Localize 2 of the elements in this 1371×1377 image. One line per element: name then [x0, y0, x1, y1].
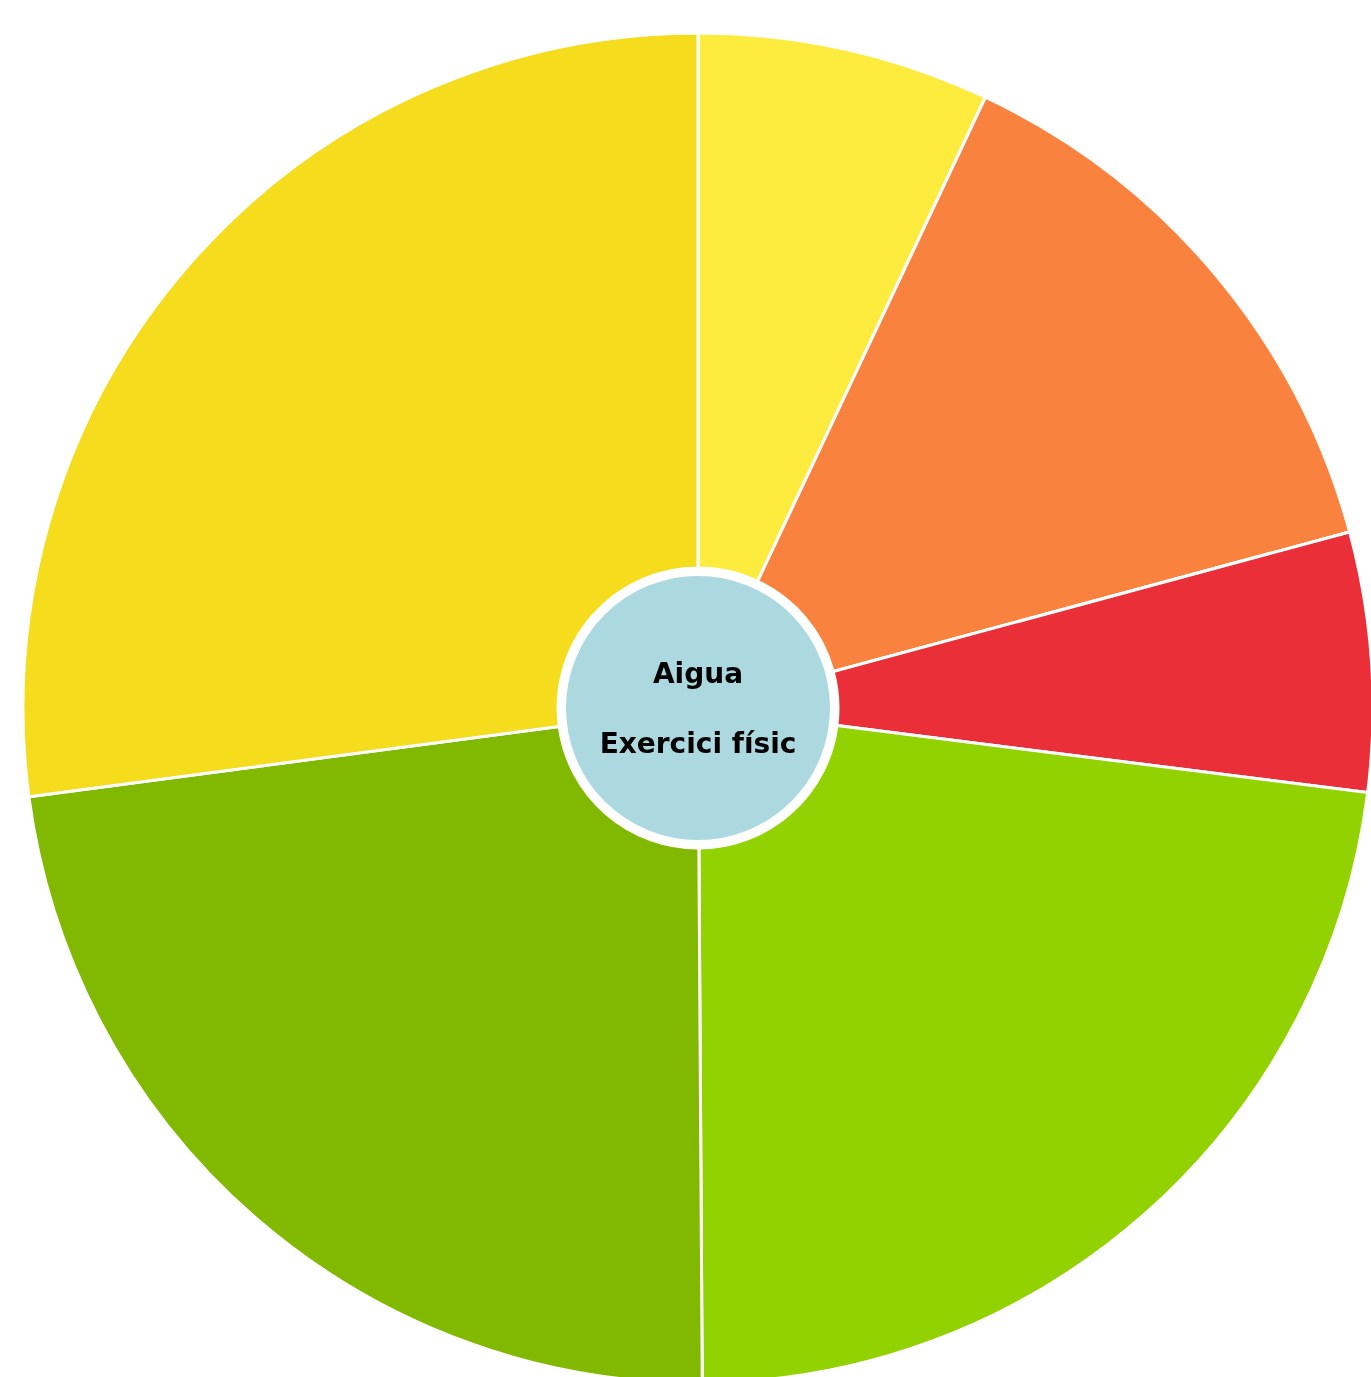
text: Aigua: [652, 657, 744, 690]
text: Exercici físic: [599, 727, 797, 760]
